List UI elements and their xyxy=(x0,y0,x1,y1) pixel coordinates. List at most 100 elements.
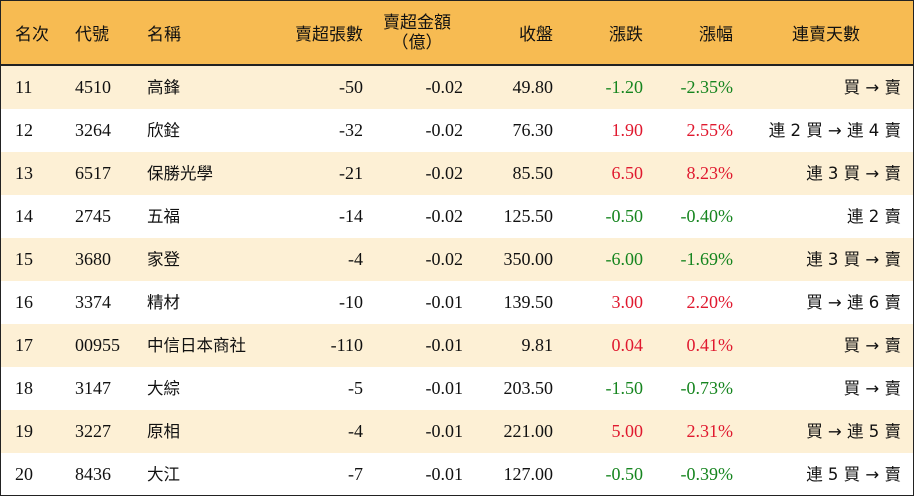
change-cell: -6.00 xyxy=(605,249,644,269)
rank-cell: 18 xyxy=(15,378,33,398)
header-change-pct: 漲幅 xyxy=(699,25,733,45)
rank-cell: 12 xyxy=(15,120,33,140)
table-row: 19 3227 原相 -4 -0.01 221.00 5.00 2.31% 買 → 連 5 賣 xyxy=(1,410,913,453)
close-cell: 221.00 xyxy=(503,421,554,441)
header-net-sell-amount: 賣超金額 （億） xyxy=(371,1,463,64)
change-cell: -1.50 xyxy=(605,378,644,398)
name-cell: 欣銓 xyxy=(147,121,180,140)
header-code: 代號 xyxy=(75,25,109,45)
rank-cell: 15 xyxy=(15,249,33,269)
table-header: 名次 代號 名稱 賣超張數 賣超金額 （億） 收盤 漲跌 漲幅 連賣天數 xyxy=(1,1,913,66)
header-streak: 連賣天數 xyxy=(792,25,860,45)
net-sell-amount-cell: -0.02 xyxy=(425,163,464,183)
change-pct-cell: 8.23% xyxy=(686,163,734,183)
name-cell: 保勝光學 xyxy=(147,164,213,183)
name-cell: 大綜 xyxy=(147,379,180,398)
change-pct-cell: 2.20% xyxy=(686,292,734,312)
net-sell-lots-cell: -110 xyxy=(330,335,363,355)
header-name: 名稱 xyxy=(147,25,181,45)
change-cell: -1.20 xyxy=(605,77,644,97)
change-cell: -0.50 xyxy=(605,206,644,226)
header-net-sell-lots: 賣超張數 xyxy=(295,25,363,45)
code-cell: 3147 xyxy=(75,378,111,398)
table-row: 11 4510 高鋒 -50 -0.02 49.80 -1.20 -2.35% 買 → 賣 xyxy=(1,66,913,109)
net-sell-amount-cell: -0.02 xyxy=(425,120,464,140)
streak-cell: 連 2 賣 xyxy=(847,207,901,226)
code-cell: 4510 xyxy=(75,77,111,97)
table-row: 17 00955 中信日本商社 -110 -0.01 9.81 0.04 0.41% 買 → 賣 xyxy=(1,324,913,367)
table-row: 18 3147 大綜 -5 -0.01 203.50 -1.50 -0.73% 買 → 賣 xyxy=(1,367,913,410)
code-cell: 00955 xyxy=(75,335,120,355)
streak-cell: 買 → 連 5 賣 xyxy=(806,422,901,441)
rank-cell: 11 xyxy=(15,77,33,97)
code-cell: 3227 xyxy=(75,421,111,441)
streak-cell: 連 5 買 → 賣 xyxy=(806,465,901,484)
net-sell-lots-cell: -50 xyxy=(339,77,363,97)
change-pct-cell: 2.55% xyxy=(686,120,734,140)
code-cell: 8436 xyxy=(75,464,111,484)
streak-cell: 連 2 買 → 連 4 賣 xyxy=(768,121,901,140)
net-sell-lots-cell: -7 xyxy=(348,464,363,484)
table-row: 15 3680 家登 -4 -0.02 350.00 -6.00 -1.69% 連 3 買 → … xyxy=(1,238,913,281)
streak-cell: 連 3 買 → 賣 xyxy=(806,164,901,183)
close-cell: 76.30 xyxy=(512,120,554,140)
code-cell: 2745 xyxy=(75,206,111,226)
rank-cell: 20 xyxy=(15,464,33,484)
header-close: 收盤 xyxy=(519,25,553,45)
code-cell: 3680 xyxy=(75,249,111,269)
table-row: 16 3374 精材 -10 -0.01 139.50 3.00 2.20% 買 → 連 6 賣 xyxy=(1,281,913,324)
code-cell: 3264 xyxy=(75,120,111,140)
net-sell-amount-cell: -0.02 xyxy=(425,249,464,269)
rank-cell: 17 xyxy=(15,335,33,355)
header-net-sell-amount-line2: （億） xyxy=(391,32,443,53)
streak-cell: 買 → 賣 xyxy=(843,78,901,97)
net-sell-amount-cell: -0.01 xyxy=(425,421,464,441)
change-cell: 1.90 xyxy=(611,120,644,140)
header-net-sell-amount-line1: 賣超金額 xyxy=(383,12,451,33)
net-sell-lots-cell: -32 xyxy=(339,120,363,140)
rank-cell: 19 xyxy=(15,421,33,441)
net-sell-lots-cell: -4 xyxy=(348,249,363,269)
streak-cell: 買 → 賣 xyxy=(843,336,901,355)
name-cell: 高鋒 xyxy=(147,78,180,97)
change-pct-cell: 0.41% xyxy=(686,335,734,355)
rank-cell: 16 xyxy=(15,292,33,312)
rank-cell: 14 xyxy=(15,206,33,226)
change-cell: 0.04 xyxy=(611,335,644,355)
net-sell-amount-cell: -0.02 xyxy=(425,77,464,97)
header-change: 漲跌 xyxy=(609,25,643,45)
net-sell-lots-cell: -4 xyxy=(348,421,363,441)
code-cell: 3374 xyxy=(75,292,111,312)
name-cell: 中信日本商社 xyxy=(147,336,246,355)
close-cell: 127.00 xyxy=(503,464,554,484)
header-rank: 名次 xyxy=(15,25,49,45)
net-sell-amount-cell: -0.02 xyxy=(425,206,464,226)
streak-cell: 買 → 賣 xyxy=(843,379,901,398)
table-row: 20 8436 大江 -7 -0.01 127.00 -0.50 -0.39% 連 5 買 → … xyxy=(1,453,913,496)
net-sell-lots-cell: -10 xyxy=(339,292,363,312)
table-row: 14 2745 五福 -14 -0.02 125.50 -0.50 -0.40% 連 2 賣 xyxy=(1,195,913,238)
name-cell: 家登 xyxy=(147,250,180,269)
table-row: 12 3264 欣銓 -32 -0.02 76.30 1.90 2.55% 連 2 買 → 連 … xyxy=(1,109,913,152)
close-cell: 125.50 xyxy=(503,206,554,226)
change-pct-cell: 2.31% xyxy=(686,421,734,441)
change-cell: 3.00 xyxy=(611,292,644,312)
net-sell-lots-cell: -5 xyxy=(348,378,363,398)
table-row: 13 6517 保勝光學 -21 -0.02 85.50 6.50 8.23% 連 3 買 → … xyxy=(1,152,913,195)
net-sell-amount-cell: -0.01 xyxy=(425,378,464,398)
close-cell: 203.50 xyxy=(503,378,554,398)
net-sell-amount-cell: -0.01 xyxy=(425,292,464,312)
close-cell: 85.50 xyxy=(512,163,554,183)
close-cell: 9.81 xyxy=(521,335,554,355)
change-pct-cell: -2.35% xyxy=(680,77,734,97)
change-pct-cell: -0.39% xyxy=(680,464,734,484)
net-sell-lots-cell: -14 xyxy=(339,206,363,226)
change-cell: 6.50 xyxy=(611,163,644,183)
name-cell: 五福 xyxy=(147,207,180,226)
change-pct-cell: -0.40% xyxy=(680,206,734,226)
rank-cell: 13 xyxy=(15,163,33,183)
close-cell: 350.00 xyxy=(503,249,554,269)
name-cell: 原相 xyxy=(147,422,180,441)
close-cell: 139.50 xyxy=(503,292,554,312)
